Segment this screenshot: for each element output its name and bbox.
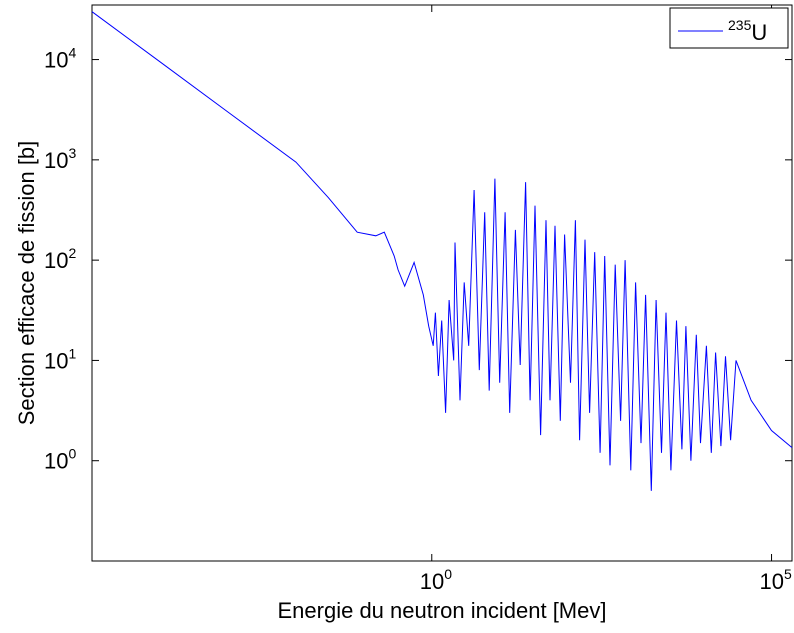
y-tick-label: 104: [44, 45, 76, 73]
y-tick-label: 103: [44, 145, 76, 173]
x-tick-label: 105: [760, 566, 792, 594]
legend-box: [669, 7, 789, 49]
plot-area-frame: [91, 4, 793, 562]
legend: 235U: [669, 7, 789, 49]
series-line-235u: [91, 11, 793, 491]
legend-entry-symbol: U: [751, 20, 767, 45]
y-tick-label: 100: [44, 446, 76, 474]
y-axis-label: Section efficace de fission [b]: [14, 141, 39, 426]
x-axis-label: Energie du neutron incident [Mev]: [278, 598, 607, 623]
y-tick-label: 101: [44, 345, 76, 373]
tick-labels: 100 105 100 101 102 103 104: [44, 45, 792, 594]
x-tick-label: 100: [420, 566, 452, 594]
y-tick-label: 102: [44, 245, 76, 273]
legend-entry-label: 235U: [728, 17, 767, 45]
legend-entry-superscript: 235: [728, 17, 752, 33]
